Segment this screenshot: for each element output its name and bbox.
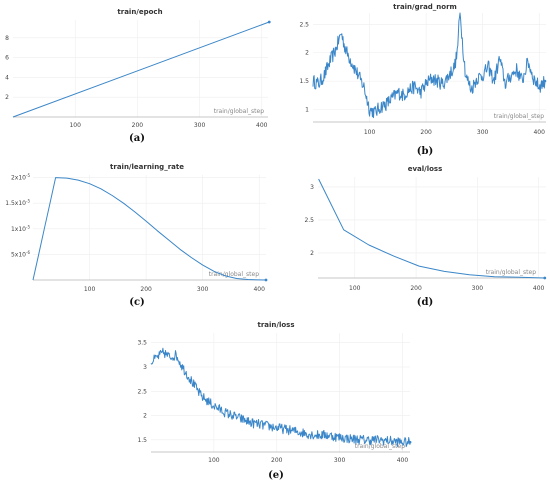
- panel-c: train/learning_rate train/global_step 5x…: [5, 163, 268, 308]
- y-tick-label-d: 2: [310, 250, 314, 257]
- series-line-a: [12, 21, 270, 118]
- x-tick-label-b: 200: [420, 129, 432, 136]
- series-line-e: [150, 347, 411, 448]
- series-end-point-e: [408, 440, 412, 444]
- x-axis-label-c: train/global_step: [209, 271, 259, 278]
- x-tick-label-d: 100: [349, 285, 361, 292]
- x-tick-label-e: 300: [334, 457, 346, 464]
- y-tick-label-d: 3: [310, 184, 314, 191]
- y-tick-label-c: 1.5x10-5: [5, 199, 30, 208]
- x-axis-label-d: train/global_step: [486, 269, 536, 276]
- series-line-d: [318, 178, 545, 279]
- panel-d: eval/loss train/global_step 2 2.5 3 100 200 3…: [304, 165, 547, 308]
- y-tick-label-b: 2.5: [299, 21, 309, 28]
- x-tick-label-b: 100: [364, 129, 376, 136]
- y-tick-label-b: 2: [305, 50, 309, 57]
- x-axis-label-e: train/global_step: [355, 443, 405, 450]
- chart-title-e: train/loss: [257, 321, 294, 329]
- y-tick-label-e: 3.5: [137, 340, 147, 347]
- chart-title-c: train/learning_rate: [110, 163, 184, 171]
- panel-b: train/grad_norm train/global_step 1 1.5 2 2…: [299, 3, 547, 157]
- caption-a: (a): [129, 133, 145, 144]
- x-tick-label-a: 300: [194, 122, 206, 129]
- y-tick-label-b: 1: [305, 107, 309, 114]
- x-tick-label-a: 400: [256, 122, 268, 129]
- y-tick-label-a: 2: [5, 94, 9, 101]
- chart-title-b: train/grad_norm: [393, 3, 457, 11]
- x-tick-label-e: 200: [271, 457, 283, 464]
- x-tick-label-d: 300: [472, 285, 484, 292]
- series-end-point-d: [543, 276, 547, 280]
- chart-title-d: eval/loss: [408, 165, 443, 173]
- x-tick-label-e: 400: [397, 457, 409, 464]
- y-tick-label-d: 2.5: [304, 217, 314, 224]
- series-end-point-b: [543, 79, 547, 83]
- series-end-point-c: [264, 278, 268, 282]
- x-tick-label-c: 300: [197, 286, 209, 293]
- x-tick-label-b: 300: [477, 129, 489, 136]
- y-tick-label-e: 3: [143, 364, 147, 371]
- y-tick-label-b: 1.5: [299, 78, 309, 85]
- y-tick-label-c: 1x10-5: [11, 224, 30, 233]
- y-tick-label-c: 2x10-5: [11, 173, 30, 182]
- y-tick-label-e: 1.5: [137, 437, 147, 444]
- caption-b: (b): [417, 146, 433, 157]
- y-tick-label-a: 8: [5, 35, 9, 42]
- series-line-c: [32, 177, 267, 281]
- panel-a: train/epoch train/global_step 2 4 6 8 100 200…: [5, 8, 271, 144]
- series-end-point-a: [267, 20, 271, 24]
- chart-title-a: train/epoch: [117, 8, 162, 16]
- panel-e: train/loss train/global_step 1.5 2 2.5 3 3.5…: [137, 321, 412, 481]
- x-tick-label-e: 100: [208, 457, 220, 464]
- x-axis-label-a: train/global_step: [214, 108, 264, 115]
- x-tick-label-c: 200: [140, 286, 152, 293]
- x-tick-label-a: 100: [69, 122, 81, 129]
- x-tick-label-c: 400: [253, 286, 265, 293]
- x-axis-label-b: train/global_step: [494, 113, 544, 120]
- caption-d: (d): [417, 297, 433, 308]
- y-tick-label-c: 5x10-6: [11, 250, 30, 259]
- x-tick-label-a: 200: [132, 122, 144, 129]
- series-line-b: [312, 12, 546, 119]
- x-tick-label-c: 100: [84, 286, 96, 293]
- x-tick-label-b: 400: [533, 129, 545, 136]
- x-tick-label-d: 400: [533, 285, 545, 292]
- x-tick-label-d: 200: [410, 285, 422, 292]
- y-tick-label-e: 2.5: [137, 388, 147, 395]
- caption-e: (e): [268, 470, 284, 481]
- caption-c: (c): [129, 297, 145, 308]
- y-tick-label-a: 4: [5, 74, 9, 81]
- y-tick-label-a: 6: [5, 55, 9, 62]
- y-tick-label-e: 2: [143, 413, 147, 420]
